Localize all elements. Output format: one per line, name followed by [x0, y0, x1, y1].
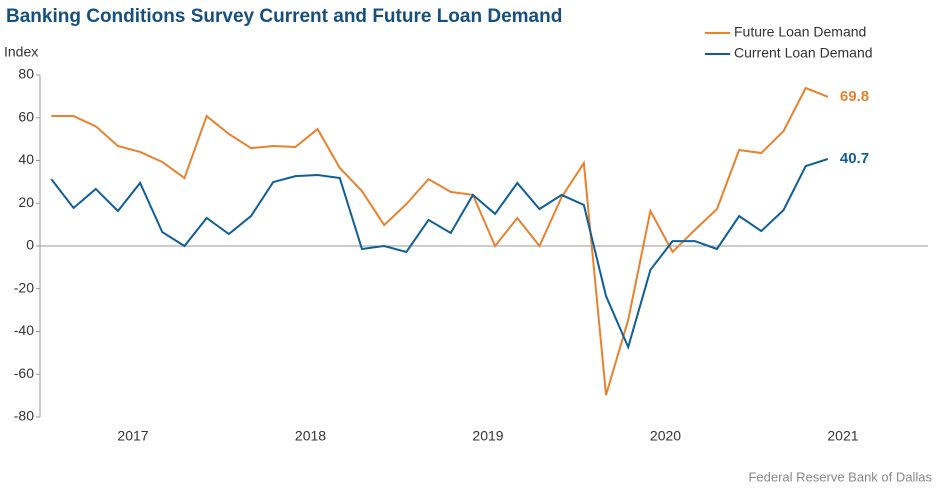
- y-tick-label: 60: [18, 108, 34, 124]
- source: Federal Reserve Bank of Dallas: [748, 469, 932, 484]
- end-label: 69.8: [840, 88, 869, 105]
- y-tick-label: -20: [14, 279, 34, 295]
- series-line: [51, 86, 829, 396]
- y-tick-label: 80: [18, 66, 34, 82]
- series-line: [50, 158, 829, 351]
- y-tick-label: -60: [14, 365, 34, 381]
- y-axis-label: Index: [4, 44, 38, 60]
- x-tick-label: 2017: [117, 428, 148, 444]
- y-tick-label: -80: [14, 408, 34, 424]
- y-tick-label: 40: [18, 151, 34, 167]
- end-label: 40.7: [840, 150, 869, 167]
- legend-label: Current Loan Demand: [734, 45, 873, 61]
- x-tick-label: 2020: [650, 428, 681, 444]
- y-tick-label: -40: [14, 322, 34, 338]
- legend-label: Future Loan Demand: [734, 24, 866, 40]
- y-tick-label: 0: [26, 237, 34, 253]
- x-tick-label: 2019: [472, 428, 503, 444]
- y-tick-label: 20: [18, 194, 34, 210]
- chart-title: Banking Conditions Survey Current and Fu…: [6, 6, 562, 27]
- x-tick-label: 2021: [827, 428, 858, 444]
- x-tick-label: 2018: [295, 428, 326, 444]
